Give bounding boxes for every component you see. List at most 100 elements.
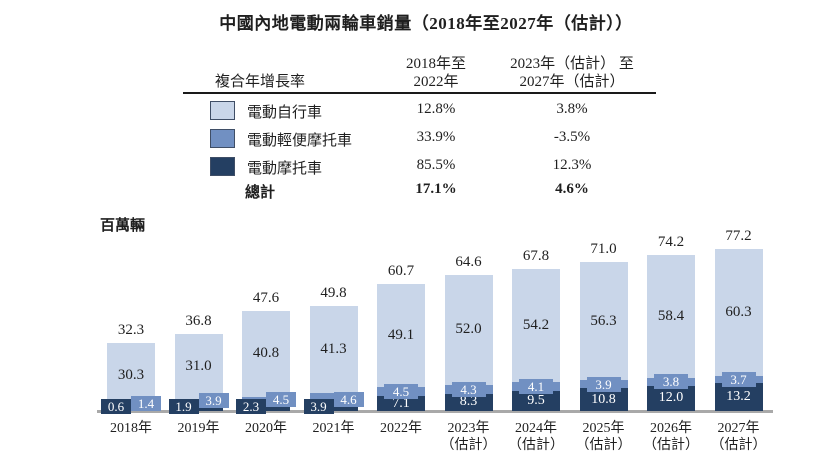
cagr-value: 12.8% — [416, 101, 456, 117]
segment-e-bicycle — [647, 255, 695, 378]
cagr-col2-header: 2023年（估計） 至 2027年（估計） — [472, 55, 672, 91]
x-axis-label: 2018年 — [97, 420, 165, 437]
segment-value-e-bicycle: 60.3 — [725, 303, 752, 320]
cagr-value: 3.8% — [556, 101, 588, 117]
bar-total-label: 67.8 — [522, 247, 550, 264]
bar-total-label: 64.6 — [455, 254, 482, 271]
x-axis-label: 2024年 （估計） — [502, 420, 570, 454]
cagr-value: 85.5% — [416, 157, 456, 173]
segment-value-e-bicycle: 40.8 — [252, 345, 280, 362]
x-axis-label: 2027年 （估計） — [705, 420, 773, 454]
segment-value-e-moped: 3.9 — [198, 392, 229, 408]
bar-total-label: 49.8 — [320, 285, 347, 302]
segment-value-e-moped: 4.5 — [384, 383, 418, 399]
segment-e-motorcycle — [647, 385, 695, 411]
legend-swatch-e-moped — [210, 129, 235, 148]
segment-value-e-moped: 4.5 — [266, 392, 296, 408]
segment-value-e-motorcycle: 3.9 — [303, 399, 334, 414]
cagr-col1-header: 2018年至 2022年 — [366, 55, 506, 91]
bar-total-label: 47.6 — [252, 290, 280, 307]
bar-total-label: 60.7 — [387, 262, 415, 279]
segment-value-e-motorcycle: 7.1 — [392, 395, 410, 411]
x-axis-label-year: 2024年 — [515, 421, 557, 436]
segment-value-e-motorcycle: 8.3 — [459, 394, 478, 410]
segment-value-e-motorcycle: 2.3 — [236, 399, 266, 414]
x-axis-label-year: 2027年 — [717, 421, 760, 436]
segment-value-e-moped: 4.1 — [519, 379, 553, 395]
segment-value-e-moped: 4.3 — [451, 381, 486, 397]
cagr-col1-header-line2: 2022年 — [413, 74, 459, 90]
segment-value-e-motorcycle: 13.2 — [726, 389, 751, 405]
legend-label-e-bicycle: 電動自行車 — [247, 105, 323, 121]
segment-value-e-moped: 1.4 — [131, 395, 161, 411]
x-axis-label-year: 2021年 — [312, 421, 355, 436]
x-axis-label: 2026年 （估計） — [637, 420, 705, 454]
segment-value-e-motorcycle: 10.8 — [591, 391, 616, 407]
x-axis-label-estimate: （估計） — [440, 438, 497, 453]
segment-e-bicycle — [444, 275, 493, 385]
cagr-col2-header-line2: 2027年（估計） — [519, 74, 625, 90]
x-axis-label-year: 2019年 — [177, 421, 220, 436]
x-axis-label-estimate: （估計） — [575, 438, 632, 453]
x-axis-label: 2021年 — [300, 420, 368, 437]
cagr-col1-header-line1: 2018年至 — [405, 56, 466, 72]
segment-e-bicycle — [579, 262, 628, 381]
x-axis-label-year: 2025年 — [582, 421, 625, 436]
legend-swatch-e-bicycle — [210, 101, 235, 120]
total-row-label: 總計 — [244, 185, 275, 201]
x-axis-label-year: 2018年 — [110, 421, 152, 436]
segment-e-motorcycle — [579, 388, 628, 411]
segment-value-e-motorcycle: 0.6 — [101, 399, 131, 414]
segment-e-bicycle — [377, 283, 425, 387]
segment-value-e-bicycle: 31.0 — [185, 357, 212, 374]
segment-value-e-motorcycle: 1.9 — [168, 399, 199, 414]
x-axis-label-year: 2020年 — [245, 421, 287, 436]
cagr-col2-header-line1: 2023年（估計） 至 — [510, 56, 634, 72]
segment-value-e-bicycle: 52.0 — [455, 321, 482, 338]
x-axis-line — [97, 410, 773, 413]
x-axis-label: 2020年 — [232, 420, 300, 437]
segment-value-e-bicycle: 41.3 — [320, 341, 347, 358]
x-axis-label-year: 2026年 — [650, 421, 692, 436]
bar-total-label: 71.0 — [590, 241, 617, 257]
cagr-value: 33.9% — [416, 129, 456, 145]
segment-e-motorcycle — [444, 393, 493, 411]
x-axis-label-estimate: （估計） — [508, 438, 564, 453]
y-axis-unit-label: 百萬輛 — [100, 218, 146, 234]
cagr-value: -3.5% — [553, 129, 591, 145]
segment-e-bicycle — [512, 268, 560, 383]
segment-value-e-bicycle: 56.3 — [590, 312, 617, 329]
x-axis-label: 2019年 — [165, 420, 233, 437]
cagr-total-value: 4.6% — [555, 181, 589, 197]
segment-value-e-moped: 3.9 — [586, 376, 621, 392]
x-axis-label: 2022年 — [367, 420, 435, 437]
legend-label-e-motorcycle: 電動摩托車 — [247, 161, 323, 177]
cagr-row-label: 複合年增長率 — [214, 74, 305, 90]
segment-e-motorcycle — [242, 406, 290, 411]
legend-swatch-e-motorcycle — [210, 157, 235, 176]
segment-value-e-bicycle: 54.2 — [522, 317, 550, 334]
x-axis-label-year: 2022年 — [380, 421, 422, 436]
bar-total-label: 32.3 — [117, 322, 145, 339]
segment-e-bicycle — [174, 333, 223, 399]
bar-total-label: 74.2 — [657, 234, 685, 251]
segment-value-e-moped: 3.8 — [654, 374, 688, 390]
table-header-rule — [183, 92, 656, 94]
segment-e-bicycle — [714, 249, 763, 376]
segment-value-e-moped: 3.7 — [721, 371, 756, 387]
x-axis-label-estimate: （估計） — [710, 438, 767, 453]
segment-e-bicycle — [309, 306, 358, 394]
segment-value-e-bicycle: 49.1 — [387, 326, 415, 343]
legend-label-e-moped: 電動輕便摩托車 — [247, 133, 353, 149]
segment-value-e-moped: 4.6 — [333, 392, 364, 408]
bar-total-label: 36.8 — [185, 312, 212, 329]
x-axis-label-year: 2023年 — [447, 421, 490, 436]
segment-e-motorcycle — [377, 396, 425, 411]
segment-e-bicycle — [242, 311, 290, 397]
segment-e-motorcycle — [174, 407, 223, 411]
segment-value-e-motorcycle: 9.5 — [527, 393, 545, 409]
x-axis-label: 2023年 （估計） — [435, 420, 503, 454]
segment-e-motorcycle — [714, 383, 763, 411]
